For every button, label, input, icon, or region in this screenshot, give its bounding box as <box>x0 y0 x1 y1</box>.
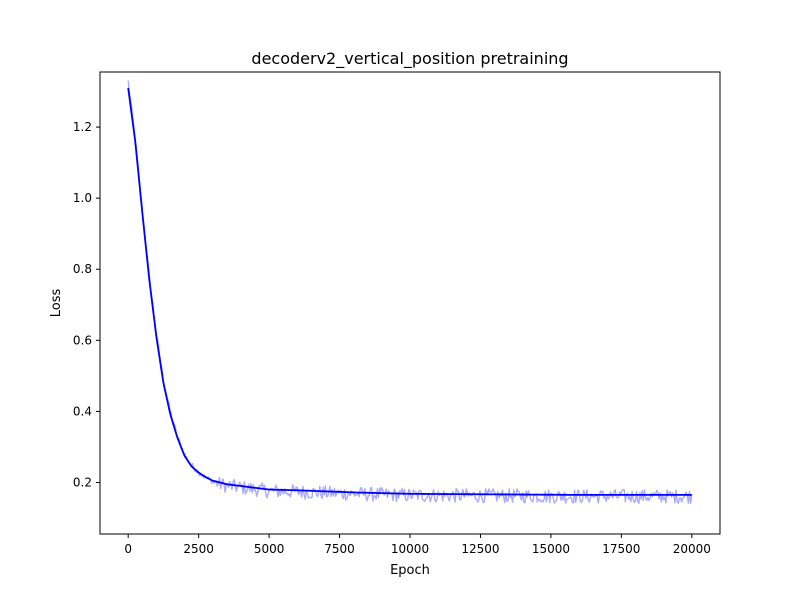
x-tick-label: 20000 <box>673 542 711 556</box>
x-tick-label: 2500 <box>183 542 214 556</box>
x-tick-label: 5000 <box>254 542 285 556</box>
y-tick-label: 1.0 <box>73 191 92 205</box>
x-tick-label: 12500 <box>461 542 499 556</box>
x-tick-label: 17500 <box>602 542 640 556</box>
x-tick-label: 10000 <box>391 542 429 556</box>
y-tick-label: 0.2 <box>73 475 92 489</box>
x-axis-label: Epoch <box>390 563 430 578</box>
ticks-layer: 0 2500 5000 7500 10000 12500 15000 17500 20000 0.… <box>73 120 711 556</box>
plot-area <box>100 72 720 534</box>
y-tick-label: 1.2 <box>73 120 92 134</box>
series-line-smoothed <box>127 87 692 496</box>
y-tick-label: 0.6 <box>73 333 92 347</box>
x-tick-label: 7500 <box>324 542 355 556</box>
chart-title: decoderv2_vertical_position pretraining <box>251 49 568 69</box>
y-axis-label: Loss <box>49 289 64 318</box>
data-layer <box>127 80 693 505</box>
x-tick-label: 0 <box>124 542 132 556</box>
y-tick-label: 0.8 <box>73 262 92 276</box>
x-tick-label: 15000 <box>532 542 570 556</box>
y-tick-label: 0.4 <box>73 404 92 418</box>
